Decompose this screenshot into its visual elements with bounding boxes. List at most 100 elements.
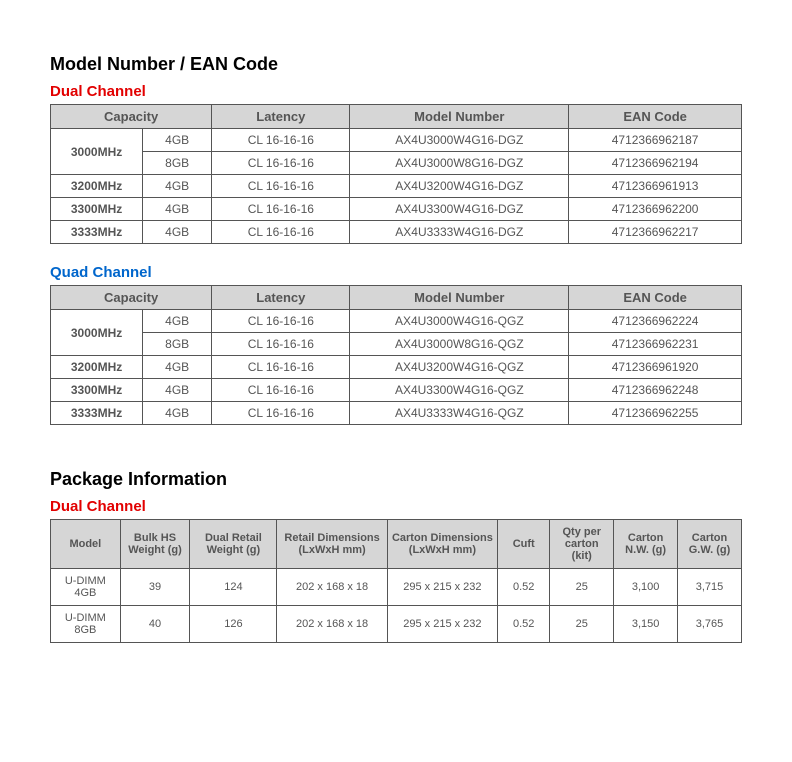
lat-cell: CL 16-16-16 (212, 379, 350, 402)
table-header-row: Model Bulk HS Weight (g) Dual Retail Wei… (51, 520, 742, 569)
speed-cell: 3000MHz (51, 129, 143, 175)
pkg-model: U-DIMM 8GB (51, 606, 121, 643)
package-table: Model Bulk HS Weight (g) Dual Retail Wei… (50, 519, 742, 643)
table-row: U-DIMM 8GB 40 126 202 x 168 x 18 295 x 2… (51, 606, 742, 643)
pkg-qty: 25 (550, 606, 614, 643)
dual-channel-label-1: Dual Channel (50, 83, 742, 100)
pkg-cuft: 0.52 (498, 569, 550, 606)
lat-cell: CL 16-16-16 (212, 402, 350, 425)
th-qty-per-carton: Qty per carton (kit) (550, 520, 614, 569)
dual-channel-label-2: Dual Channel (50, 498, 742, 515)
package-section-title: Package Information (50, 469, 742, 490)
pkg-retail-weight: 126 (190, 606, 277, 643)
model-cell: AX4U3333W4G16-DGZ (350, 221, 569, 244)
pkg-nw: 3,150 (614, 606, 678, 643)
model-cell: AX4U3300W4G16-QGZ (350, 379, 569, 402)
th-latency: Latency (212, 286, 350, 310)
ean-cell: 4712366962224 (569, 310, 742, 333)
pkg-gw: 3,715 (678, 569, 742, 606)
lat-cell: CL 16-16-16 (212, 221, 350, 244)
table-row: 8GB CL 16-16-16 AX4U3000W8G16-DGZ 471236… (51, 152, 742, 175)
th-latency: Latency (212, 105, 350, 129)
quad-channel-table: Capacity Latency Model Number EAN Code 3… (50, 285, 742, 425)
speed-cell: 3200MHz (51, 175, 143, 198)
pkg-gw: 3,765 (678, 606, 742, 643)
cap-cell: 8GB (143, 333, 212, 356)
speed-cell: 3300MHz (51, 379, 143, 402)
pkg-retail-dim: 202 x 168 x 18 (277, 569, 387, 606)
ean-cell: 4712366961920 (569, 356, 742, 379)
model-cell: AX4U3200W4G16-DGZ (350, 175, 569, 198)
speed-cell: 3000MHz (51, 310, 143, 356)
dual-channel-table: Capacity Latency Model Number EAN Code 3… (50, 104, 742, 244)
lat-cell: CL 16-16-16 (212, 356, 350, 379)
pkg-model: U-DIMM 4GB (51, 569, 121, 606)
speed-cell: 3333MHz (51, 221, 143, 244)
th-dual-retail-weight: Dual Retail Weight (g) (190, 520, 277, 569)
table-header-row: Capacity Latency Model Number EAN Code (51, 105, 742, 129)
th-retail-dimensions: Retail Dimensions (LxWxH mm) (277, 520, 387, 569)
model-cell: AX4U3333W4G16-QGZ (350, 402, 569, 425)
th-model: Model (51, 520, 121, 569)
cap-cell: 4GB (143, 310, 212, 333)
pkg-nw: 3,100 (614, 569, 678, 606)
th-carton-dimensions: Carton Dimensions (LxWxH mm) (387, 520, 497, 569)
cap-cell: 4GB (143, 402, 212, 425)
ean-cell: 4712366961913 (569, 175, 742, 198)
ean-cell: 4712366962200 (569, 198, 742, 221)
cap-cell: 4GB (143, 175, 212, 198)
ean-cell: 4712366962194 (569, 152, 742, 175)
model-cell: AX4U3300W4G16-DGZ (350, 198, 569, 221)
ean-cell: 4712366962255 (569, 402, 742, 425)
speed-cell: 3333MHz (51, 402, 143, 425)
pkg-retail-dim: 202 x 168 x 18 (277, 606, 387, 643)
th-ean-code: EAN Code (569, 105, 742, 129)
pkg-carton-dim: 295 x 215 x 232 (387, 569, 497, 606)
th-bulk-hs-weight: Bulk HS Weight (g) (120, 520, 190, 569)
table-row: 3333MHz 4GB CL 16-16-16 AX4U3333W4G16-DG… (51, 221, 742, 244)
th-capacity: Capacity (51, 105, 212, 129)
lat-cell: CL 16-16-16 (212, 129, 350, 152)
lat-cell: CL 16-16-16 (212, 175, 350, 198)
table-row: 3333MHz 4GB CL 16-16-16 AX4U3333W4G16-QG… (51, 402, 742, 425)
pkg-qty: 25 (550, 569, 614, 606)
quad-channel-label: Quad Channel (50, 264, 742, 281)
pkg-bulk: 40 (120, 606, 190, 643)
cap-cell: 4GB (143, 129, 212, 152)
lat-cell: CL 16-16-16 (212, 152, 350, 175)
th-cuft: Cuft (498, 520, 550, 569)
lat-cell: CL 16-16-16 (212, 198, 350, 221)
cap-cell: 4GB (143, 379, 212, 402)
ean-cell: 4712366962217 (569, 221, 742, 244)
table-row: 3200MHz 4GB CL 16-16-16 AX4U3200W4G16-DG… (51, 175, 742, 198)
ean-cell: 4712366962187 (569, 129, 742, 152)
pkg-cuft: 0.52 (498, 606, 550, 643)
cap-cell: 4GB (143, 356, 212, 379)
th-ean-code: EAN Code (569, 286, 742, 310)
ean-cell: 4712366962248 (569, 379, 742, 402)
cap-cell: 4GB (143, 221, 212, 244)
th-model-number: Model Number (350, 105, 569, 129)
speed-cell: 3300MHz (51, 198, 143, 221)
lat-cell: CL 16-16-16 (212, 310, 350, 333)
table-row: 3000MHz 4GB CL 16-16-16 AX4U3000W4G16-DG… (51, 129, 742, 152)
cap-cell: 8GB (143, 152, 212, 175)
model-cell: AX4U3000W4G16-DGZ (350, 129, 569, 152)
model-section-title: Model Number / EAN Code (50, 54, 742, 75)
table-row: 3300MHz 4GB CL 16-16-16 AX4U3300W4G16-QG… (51, 379, 742, 402)
model-cell: AX4U3000W8G16-QGZ (350, 333, 569, 356)
table-header-row: Capacity Latency Model Number EAN Code (51, 286, 742, 310)
model-cell: AX4U3000W4G16-QGZ (350, 310, 569, 333)
th-model-number: Model Number (350, 286, 569, 310)
th-carton-nw: Carton N.W. (g) (614, 520, 678, 569)
lat-cell: CL 16-16-16 (212, 333, 350, 356)
model-cell: AX4U3000W8G16-DGZ (350, 152, 569, 175)
th-carton-gw: Carton G.W. (g) (678, 520, 742, 569)
speed-cell: 3200MHz (51, 356, 143, 379)
th-capacity: Capacity (51, 286, 212, 310)
table-row: U-DIMM 4GB 39 124 202 x 168 x 18 295 x 2… (51, 569, 742, 606)
model-cell: AX4U3200W4G16-QGZ (350, 356, 569, 379)
pkg-carton-dim: 295 x 215 x 232 (387, 606, 497, 643)
table-row: 3300MHz 4GB CL 16-16-16 AX4U3300W4G16-DG… (51, 198, 742, 221)
cap-cell: 4GB (143, 198, 212, 221)
